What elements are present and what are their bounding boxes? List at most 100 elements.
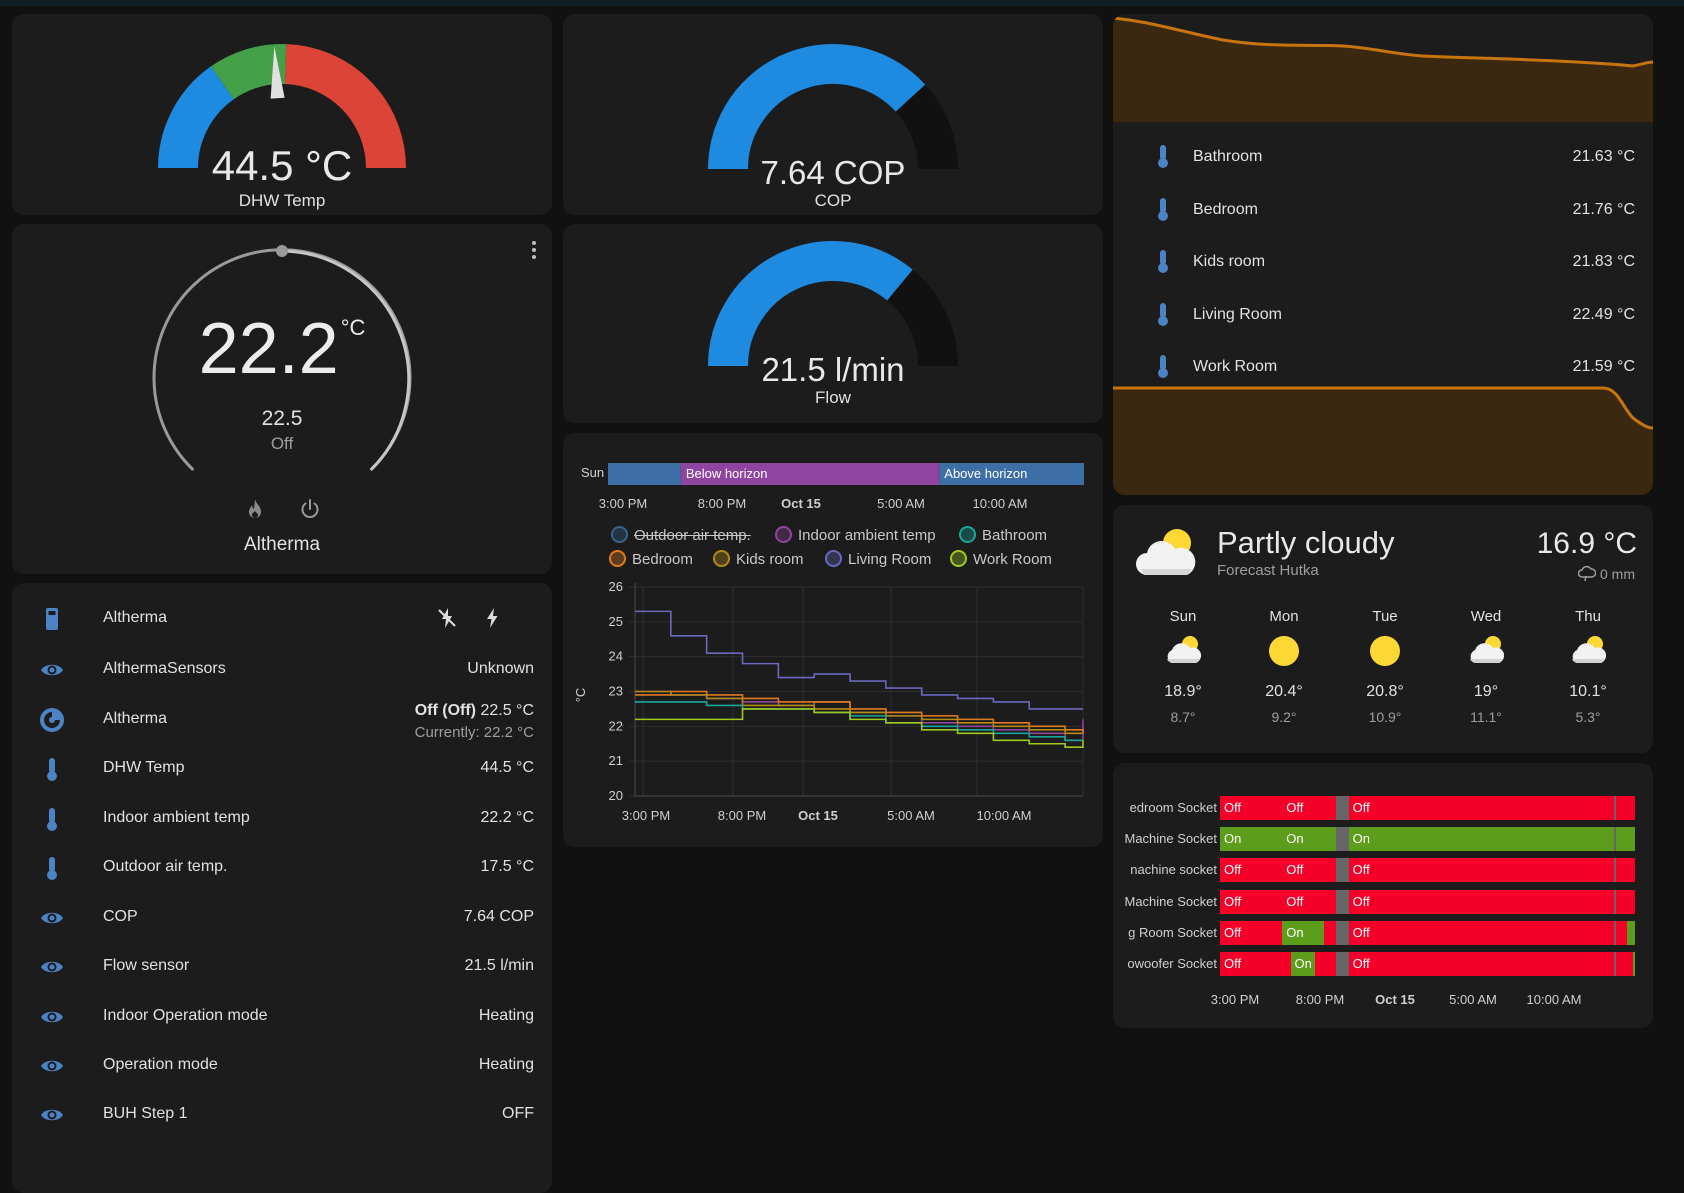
partly-cloudy-icon — [1133, 525, 1199, 581]
socket-segment[interactable]: On — [1348, 827, 1615, 852]
socket-segment[interactable]: Off — [1220, 920, 1283, 945]
power-icon[interactable] — [298, 497, 322, 521]
forecast-low: 5.3° — [1575, 709, 1601, 725]
socket-segment[interactable]: Off — [1348, 796, 1615, 820]
legend-item[interactable]: Bathroom — [959, 526, 1047, 544]
temperature-history-chart[interactable]: 20 21 22 23 24 25 26 °C 3:00 PM 8:00 PM Oct 15 5:00… — [563, 433, 1103, 847]
socket-segment[interactable]: On — [1290, 952, 1316, 976]
socket-segment[interactable]: Off — [1220, 889, 1283, 914]
forecast-day: Mon 20.4° 9.2° — [1249, 608, 1319, 725]
socket-segment[interactable] — [1336, 858, 1349, 883]
socket-segment[interactable] — [1616, 920, 1627, 945]
entity-value: Unknown — [467, 660, 534, 677]
socket-segment[interactable]: Off — [1282, 858, 1337, 883]
socket-segment[interactable]: Off — [1282, 796, 1337, 820]
socket-segment[interactable] — [1616, 952, 1633, 976]
legend-item[interactable]: Indoor ambient temp — [775, 526, 936, 544]
socket-segment[interactable] — [1614, 858, 1617, 883]
target-handle[interactable] — [276, 245, 288, 257]
legend-item[interactable]: Kids room — [713, 550, 804, 568]
socket-segment[interactable] — [1323, 920, 1337, 945]
room-temp-value: 21.63 °C — [1572, 148, 1635, 165]
socket-state: Off — [1352, 956, 1370, 971]
flash-off-icon[interactable] — [434, 605, 460, 631]
legend-item[interactable]: Outdoor air temp. — [611, 526, 751, 544]
socket-segment[interactable] — [1336, 796, 1349, 820]
socket-segment[interactable] — [1614, 796, 1617, 820]
flash-on-icon[interactable] — [479, 605, 505, 631]
y-tick-label: 24 — [609, 649, 623, 664]
sun-timeline[interactable]: Below horizon Above horizon 3:00 PM 8:00 PM… — [563, 433, 1103, 513]
weather-card[interactable]: Partly cloudy Forecast Hutka 16.9 °C 0 m… — [1113, 505, 1653, 753]
cop-gauge-card[interactable]: 7.64 COP COP — [563, 14, 1103, 215]
socket-segment[interactable]: On — [1282, 827, 1337, 852]
entities-card: Altherma AlthermaSensors Unknown Altherma Of… — [12, 583, 552, 1193]
socket-segment[interactable] — [1616, 889, 1635, 914]
entity-row[interactable]: Flow sensor 21.5 l/min — [12, 941, 552, 994]
socket-segment[interactable] — [1614, 952, 1617, 976]
socket-segment[interactable]: On — [1220, 827, 1283, 852]
socket-segment[interactable] — [1614, 920, 1617, 945]
room-temp-row[interactable]: Bathroom 21.63 °C — [1113, 130, 1653, 183]
sun-tick-label: 5:00 AM — [877, 496, 925, 511]
socket-segment[interactable] — [1336, 889, 1349, 914]
entity-row[interactable]: Altherma Off (Off) 22.5 °C Currently: 22.2… — [12, 694, 552, 747]
thermostat-dial[interactable] — [12, 224, 552, 574]
entity-row[interactable]: Indoor Operation mode Heating — [12, 991, 552, 1044]
room-temp-row[interactable]: Kids room 21.83 °C — [1113, 235, 1653, 288]
gauge-segment-mid — [210, 44, 287, 100]
legend-item[interactable]: Bedroom — [609, 550, 693, 568]
entity-value: Heating — [478, 1007, 534, 1024]
socket-segment[interactable]: Off — [1348, 920, 1615, 945]
thermometer-icon — [1149, 195, 1175, 223]
forecast-day-name: Thu — [1575, 608, 1601, 625]
socket-segment[interactable] — [1616, 858, 1635, 883]
socket-segment[interactable]: Off — [1348, 858, 1615, 883]
socket-segment[interactable]: Off — [1282, 889, 1337, 914]
entity-row[interactable]: Indoor ambient temp 22.2 °C — [12, 793, 552, 846]
flame-icon[interactable] — [243, 497, 267, 521]
entity-row[interactable]: COP 7.64 COP — [12, 892, 552, 945]
legend-item[interactable]: Living Room — [825, 550, 931, 568]
socket-segment[interactable] — [1616, 796, 1635, 820]
entity-row[interactable]: DHW Temp 44.5 °C — [12, 743, 552, 796]
entity-row[interactable]: AlthermaSensors Unknown — [12, 644, 552, 697]
socket-segment[interactable]: Off — [1348, 889, 1615, 914]
socket-segment[interactable]: Off — [1220, 796, 1283, 820]
flow-gauge-card[interactable]: 21.5 l/min Flow — [563, 224, 1103, 423]
entity-row[interactable]: Outdoor air temp. 17.5 °C — [12, 842, 552, 895]
socket-state: Off — [1224, 893, 1242, 909]
socket-segment[interactable] — [1614, 889, 1617, 914]
socket-segment[interactable] — [1336, 827, 1349, 852]
socket-segment[interactable]: Off — [1220, 952, 1291, 976]
room-temp-row[interactable]: Living Room 22.49 °C — [1113, 288, 1653, 341]
socket-segment[interactable] — [1336, 952, 1349, 976]
socket-tick-label: Oct 15 — [1375, 992, 1415, 1007]
entity-row[interactable]: Operation mode Heating — [12, 1040, 552, 1093]
socket-tick-label: 3:00 PM — [1211, 992, 1259, 1007]
socket-segment[interactable] — [1336, 920, 1349, 945]
room-temp-row[interactable]: Work Room 21.59 °C — [1113, 340, 1653, 393]
y-tick-label: 25 — [609, 614, 623, 629]
sun-segment-label: Below horizon — [686, 466, 768, 481]
socket-segment[interactable] — [1315, 952, 1337, 976]
socket-segment[interactable]: Off — [1220, 858, 1283, 883]
more-vert-icon[interactable] — [522, 238, 546, 262]
legend-label: Outdoor air temp. — [634, 527, 751, 544]
socket-segment[interactable] — [1616, 827, 1635, 852]
legend-item[interactable]: Work Room — [950, 550, 1052, 568]
socket-segment[interactable] — [1614, 827, 1617, 852]
dhw-gauge-card[interactable]: 44.5 °C DHW Temp — [12, 14, 552, 215]
entity-row[interactable]: BUH Step 1 OFF — [12, 1089, 552, 1142]
socket-segment[interactable] — [1632, 952, 1635, 976]
entity-name: DHW Temp — [103, 759, 185, 776]
room-temps-card: Bathroom 21.63 °C Bedroom 21.76 °C Kids room… — [1113, 14, 1653, 495]
partly-cloudy-icon — [1163, 633, 1203, 669]
room-temp-row[interactable]: Bedroom 21.76 °C — [1113, 183, 1653, 236]
gauge-segment-high — [284, 44, 406, 169]
socket-segment[interactable]: Off — [1348, 952, 1615, 976]
socket-segment[interactable]: On — [1282, 920, 1324, 945]
socket-label: edroom Socket — [1129, 800, 1217, 815]
entity-row[interactable]: Altherma — [12, 593, 552, 646]
socket-segment[interactable] — [1626, 920, 1635, 945]
